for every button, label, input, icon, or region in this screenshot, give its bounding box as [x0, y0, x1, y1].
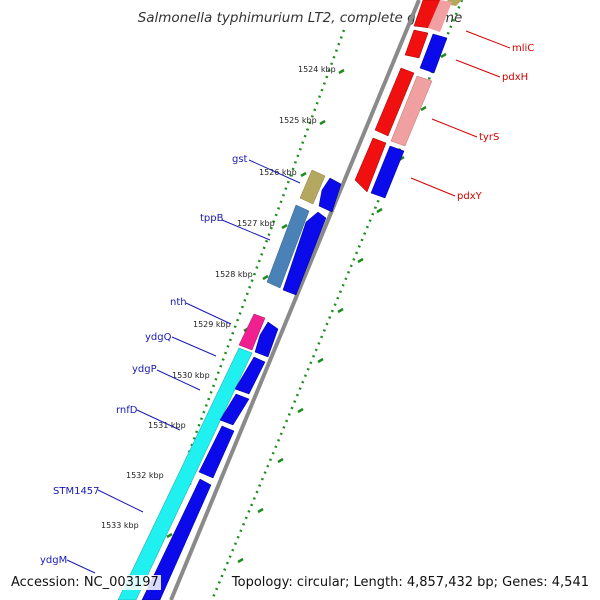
gene-label: tyrS: [479, 132, 499, 143]
gene-blue-6: [198, 425, 235, 479]
genome-backbone: [169, 0, 421, 600]
tick-label: 1524 kbp: [298, 65, 336, 74]
tick-label: 1530 kbp: [172, 371, 210, 380]
gene-tyrS[interactable]: [390, 75, 433, 147]
gene-pdxH[interactable]: [374, 67, 415, 137]
tick-label: 1527 kbp: [237, 219, 275, 228]
left-gene-labels: gst tppB nth ydgQ ydgP rnfD STM1457 ydgM: [40, 154, 248, 566]
gene-blue-4: [234, 356, 266, 395]
gene-blue-7: [141, 478, 212, 600]
gene-pink-top[interactable]: [428, 0, 452, 32]
gene-blue-1: [318, 177, 342, 213]
gene-tppB[interactable]: [266, 204, 310, 289]
gene-label: ydgM: [40, 555, 67, 566]
gene-label: tppB: [200, 213, 224, 224]
gene-label: STM1457: [53, 486, 100, 497]
tick-label: 1532 kbp: [126, 471, 164, 480]
tick-label: 1529 kbp: [193, 320, 231, 329]
gene-mliC[interactable]: [419, 33, 448, 74]
gene-label: ydgQ: [145, 332, 172, 343]
tick-label: 1531 kbp: [148, 421, 186, 430]
left-leaders: [66, 159, 301, 574]
gene-blue-2: [282, 211, 327, 296]
gene-blue-3: [254, 321, 279, 358]
tick-label: 1525 kbp: [279, 116, 317, 125]
outer-ticks: [237, 52, 447, 564]
gene-nth[interactable]: [238, 313, 266, 351]
gene-gst[interactable]: [299, 169, 326, 205]
gene-label: pdxH: [502, 72, 528, 83]
map-title: Salmonella typhimurium LT2, complete gen…: [137, 10, 463, 26]
right-gene-labels: mliC pdxH tyrS pdxY: [457, 43, 534, 202]
accession-label: Accession: NC_003197: [9, 575, 161, 590]
gene-pdxY-blue[interactable]: [370, 145, 405, 199]
gene-label: ydgP: [132, 364, 157, 375]
gene-label: nth: [170, 297, 187, 308]
gene-label: rnfD: [116, 405, 138, 416]
gene-pdxY[interactable]: [354, 137, 387, 193]
gene-label: pdxY: [457, 191, 483, 202]
gene-blue-5: [219, 393, 250, 426]
tick-label: 1533 kbp: [101, 521, 139, 530]
gene-label: mliC: [512, 43, 534, 54]
tick-label: 1528 kbp: [215, 270, 253, 279]
forward-genes-inner[interactable]: [141, 177, 342, 600]
gene-cyan-block[interactable]: [117, 347, 253, 600]
gene-mliC-red[interactable]: [404, 29, 429, 59]
right-leaders: [410, 30, 511, 197]
gene-label: gst: [232, 154, 248, 165]
topology-label: Topology: circular; Length: 4,857,432 bp…: [229, 575, 591, 590]
